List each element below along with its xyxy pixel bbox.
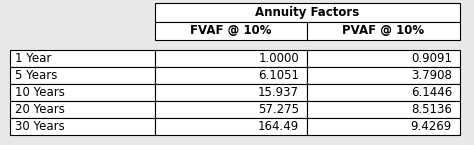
Bar (307, 84, 460, 101)
Bar (10, 101, 155, 118)
Bar (307, 101, 460, 118)
Text: 8.5136: 8.5136 (411, 103, 452, 116)
Text: 30 Years: 30 Years (15, 120, 65, 133)
Text: 0.9091: 0.9091 (411, 52, 452, 65)
Bar (10, 67, 155, 84)
Text: 5 Years: 5 Years (15, 69, 57, 82)
Text: Annuity Factors: Annuity Factors (255, 6, 360, 19)
Bar (10, 118, 155, 135)
Text: PVAF @ 10%: PVAF @ 10% (342, 25, 425, 38)
Bar (155, 22, 307, 40)
Text: 6.1446: 6.1446 (411, 86, 452, 99)
Text: FVAF @ 10%: FVAF @ 10% (190, 25, 272, 38)
Text: 1 Year: 1 Year (15, 52, 51, 65)
Text: 1.0000: 1.0000 (258, 52, 299, 65)
Bar (10, 84, 155, 101)
Bar (155, 50, 307, 67)
Text: 3.7908: 3.7908 (411, 69, 452, 82)
Bar (10, 50, 155, 67)
Bar (155, 3, 460, 22)
Bar (155, 118, 307, 135)
Bar (155, 67, 307, 84)
Text: 10 Years: 10 Years (15, 86, 65, 99)
Bar (155, 101, 307, 118)
Bar (307, 22, 460, 40)
Bar (307, 118, 460, 135)
Text: 57.275: 57.275 (258, 103, 299, 116)
Bar (307, 67, 460, 84)
Text: 20 Years: 20 Years (15, 103, 65, 116)
Text: 15.937: 15.937 (258, 86, 299, 99)
Bar (307, 50, 460, 67)
Bar (155, 84, 307, 101)
Text: 6.1051: 6.1051 (258, 69, 299, 82)
Text: 164.49: 164.49 (258, 120, 299, 133)
Text: 9.4269: 9.4269 (411, 120, 452, 133)
